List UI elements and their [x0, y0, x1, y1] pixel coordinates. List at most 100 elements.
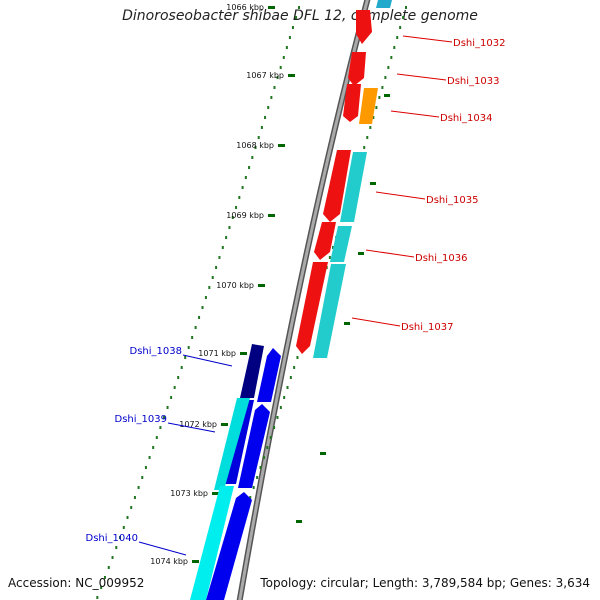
- kbp-tick-label: 1069 kbp: [226, 211, 264, 220]
- minor-tick: [170, 396, 173, 399]
- minor-tick: [276, 76, 279, 79]
- minor-tick: [363, 146, 366, 149]
- minor-tick: [381, 86, 384, 89]
- gene-label-forward[interactable]: Dshi_1034: [440, 113, 492, 124]
- minor-tick: [270, 96, 273, 99]
- gene-label-reverse[interactable]: Dshi_1039: [115, 414, 167, 425]
- minor-tick: [279, 66, 282, 69]
- minor-tick: [332, 246, 335, 249]
- label-leader-line: [138, 541, 187, 556]
- minor-tick: [152, 446, 155, 449]
- minor-tick: [194, 326, 197, 329]
- kbp-tick-mark: [344, 322, 350, 325]
- kbp-tick-label: 1071 kbp: [198, 349, 236, 358]
- gene-label-forward[interactable]: Dshi_1033: [447, 76, 499, 87]
- kbp-tick-label: 1067 kbp: [246, 71, 284, 80]
- gene-arrow: [359, 88, 378, 124]
- minor-tick: [191, 336, 194, 339]
- minor-tick: [273, 426, 276, 429]
- minor-tick: [187, 346, 190, 349]
- gene-label-forward[interactable]: Dshi_1037: [401, 322, 453, 333]
- gene-label-forward[interactable]: Dshi_1036: [415, 253, 467, 264]
- gene-arrow: [214, 398, 250, 490]
- minor-tick: [148, 456, 151, 459]
- minor-tick: [211, 276, 214, 279]
- label-leader-line: [390, 110, 440, 118]
- minor-tick: [372, 116, 375, 119]
- kbp-tick-mark: [221, 423, 228, 426]
- gene-labels: Dshi_1032 Dshi_1033 Dshi_1034 Dshi_1035 Dshi…: [86, 35, 505, 556]
- minor-tick: [294, 16, 297, 19]
- minor-tick: [267, 106, 270, 109]
- kbp-tick-mark: [358, 252, 364, 255]
- minor-tick: [144, 466, 147, 469]
- minor-tick: [283, 396, 286, 399]
- minor-tick: [288, 36, 291, 39]
- gene-label-forward[interactable]: Dshi_1032: [453, 38, 505, 49]
- gene-arrow: [190, 486, 234, 600]
- genome-summary: Topology: circular; Length: 3,789,584 bp…: [260, 576, 590, 590]
- minor-tick: [273, 86, 276, 89]
- kbp-tick-mark: [288, 74, 295, 77]
- minor-tick: [198, 316, 201, 319]
- minor-tick: [384, 76, 387, 79]
- kbp-ticks: 1066 kbp 1067 kbp 1068 kbp 1069 kbp 1070 kbp…: [150, 3, 390, 566]
- gene-label-forward[interactable]: Dshi_1035: [426, 195, 478, 206]
- minor-tick: [100, 586, 103, 589]
- minor-tick: [369, 126, 372, 129]
- minor-tick: [204, 296, 207, 299]
- minor-tick: [119, 536, 122, 539]
- gene-arrow: [314, 222, 336, 260]
- minor-tick: [289, 376, 292, 379]
- kbp-tick-mark: [296, 520, 302, 523]
- gene-label-reverse[interactable]: Dshi_1040: [86, 533, 138, 544]
- minor-tick: [215, 266, 218, 269]
- minor-tick: [293, 366, 296, 369]
- kbp-tick-mark: [370, 182, 376, 185]
- gene-label-reverse[interactable]: Dshi_1038: [130, 346, 182, 357]
- map-title: Dinoroseobacter shibae DFL 12, complete …: [122, 8, 478, 24]
- minor-tick: [260, 126, 263, 129]
- minor-tick: [218, 256, 221, 259]
- minor-tick: [404, 6, 407, 9]
- minor-ticks-inner: [96, 6, 300, 599]
- minor-tick: [238, 196, 241, 199]
- minor-tick: [180, 366, 183, 369]
- kbp-tick-mark: [268, 214, 275, 217]
- minor-tick: [366, 136, 369, 139]
- minor-tick: [228, 226, 231, 229]
- minor-tick: [257, 136, 260, 139]
- minor-tick: [251, 156, 254, 159]
- minor-tick: [166, 406, 169, 409]
- kbp-tick-label: 1068 kbp: [236, 141, 274, 150]
- label-leader-line: [351, 317, 401, 327]
- minor-tick: [221, 246, 224, 249]
- kbp-tick-mark: [268, 6, 275, 9]
- minor-tick: [159, 426, 162, 429]
- minor-tick: [264, 116, 267, 119]
- minor-tick: [231, 216, 234, 219]
- minor-tick: [137, 486, 140, 489]
- minor-tick: [208, 286, 211, 289]
- minor-tick: [390, 56, 393, 59]
- label-leader-line: [365, 249, 415, 258]
- accession-text: Accession: NC_009952: [8, 576, 145, 590]
- minor-tick: [130, 506, 133, 509]
- minor-tick: [122, 526, 125, 529]
- gene-arrow: [356, 10, 372, 44]
- label-leader-line: [396, 73, 447, 81]
- gene-arrow: [343, 84, 361, 122]
- kbp-tick-label: 1074 kbp: [150, 557, 188, 566]
- minor-tick: [96, 596, 99, 599]
- kbp-tick-mark: [212, 492, 219, 495]
- kbp-tick-mark: [258, 284, 265, 287]
- minor-tick: [402, 16, 405, 19]
- gene-arrow: [348, 52, 366, 86]
- label-leader-line: [375, 191, 426, 200]
- minor-tick: [141, 476, 144, 479]
- kbp-tick-mark: [240, 352, 247, 355]
- label-leader-line: [182, 354, 233, 367]
- minor-tick: [297, 6, 300, 9]
- minor-tick: [173, 386, 176, 389]
- minor-tick: [155, 436, 158, 439]
